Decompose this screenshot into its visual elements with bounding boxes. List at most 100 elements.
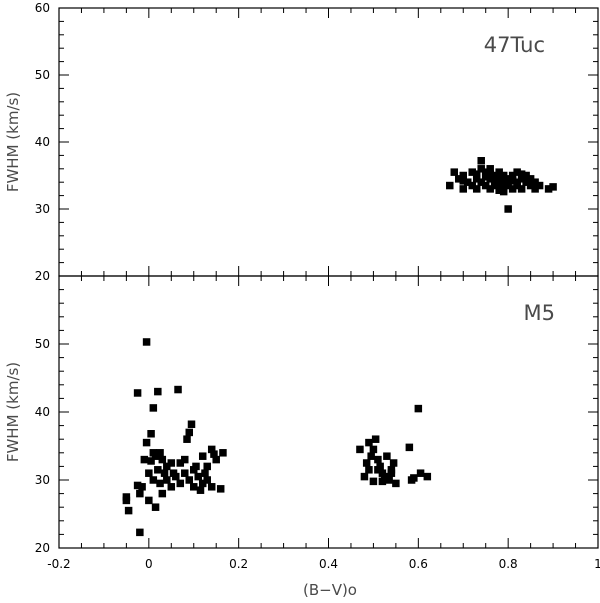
panel-m5-y-tick-label: 30 <box>35 473 50 487</box>
x-tick-label: 0.8 <box>499 557 518 571</box>
panel-47tuc-data-point <box>450 168 459 176</box>
panel-m5-data-point <box>371 435 380 443</box>
panel-m5-data-point <box>187 420 196 428</box>
panel-m5-y-tick-label: 20 <box>35 541 50 555</box>
panel-m5-data-point <box>185 476 194 484</box>
panel-m5-data-point <box>145 496 153 505</box>
x-tick-label: 0.2 <box>229 557 248 571</box>
panel-47tuc-data-point <box>522 171 530 180</box>
panel-47tuc-y-tick-label: 40 <box>35 135 50 149</box>
panel-m5-data-point <box>378 477 387 486</box>
panel-47tuc-data-point <box>499 171 508 180</box>
panel-47tuc-data-point <box>486 175 494 183</box>
panel-47tuc-data-point <box>459 185 467 193</box>
panel-47tuc-data-point <box>508 185 517 193</box>
panel-m5-data-point <box>149 476 158 484</box>
panel-m5-data-point <box>207 445 216 454</box>
x-tick-label: 0.4 <box>319 557 338 571</box>
panel-47tuc-y-tick-label: 20 <box>35 269 50 283</box>
panel-47tuc-data-point <box>517 185 526 193</box>
panel-47tuc-data-point <box>517 175 526 183</box>
panel-m5-data-point <box>423 472 432 481</box>
panel-m5-data-point <box>365 466 373 474</box>
panel-47tuc-data-point <box>481 173 490 181</box>
panel-47tuc-data-point <box>463 178 472 186</box>
panel-47tuc-data-point <box>495 175 503 183</box>
panel-m5-data-point <box>216 485 225 493</box>
panel-47tuc-data-point <box>477 178 485 186</box>
panel-m5-data-point <box>154 387 162 396</box>
x-axis-label: (B−V)o <box>303 581 357 599</box>
panel-m5-data-point <box>151 503 160 511</box>
panel-47tuc-y-tick-label: 30 <box>35 202 50 216</box>
panel-m5-data-point <box>142 438 151 447</box>
panel-m5-data-point <box>207 483 216 491</box>
x-tick-label: 1 <box>594 557 600 571</box>
panel-m5-data-point <box>149 404 158 412</box>
panel-m5-data-point <box>210 450 218 458</box>
panel-m5-data-point <box>124 506 133 515</box>
panel-m5-data-point <box>219 449 227 457</box>
panel-47tuc-data-point <box>472 185 481 193</box>
panel-47tuc-data-point <box>495 186 503 194</box>
panel-47tuc-data-point <box>486 165 494 173</box>
panel-47tuc-y-axis-label: FWHM (km/s) <box>4 92 22 192</box>
panel-47tuc-data-point <box>459 171 467 180</box>
x-tick-label: 0.6 <box>409 557 428 571</box>
panel-47tuc-data-point <box>535 181 544 190</box>
panel-m5-data-point <box>174 385 182 394</box>
panel-47tuc-data-point <box>486 170 494 178</box>
panel-m5-data-point <box>194 472 202 481</box>
panel-m5-data-point <box>122 496 131 505</box>
panel-47tuc-data-point <box>495 179 503 188</box>
panel-47tuc-data-point <box>490 171 499 180</box>
panel-47tuc-data-point <box>472 175 481 183</box>
panel-47tuc-data-point <box>495 168 503 176</box>
panel-47tuc-data-point <box>504 175 512 183</box>
panel-m5-data-point <box>374 455 382 464</box>
panel-m5-data-point <box>369 477 378 486</box>
panel-m5-y-axis-label: FWHM (km/s) <box>4 362 22 462</box>
panel-m5-ticks: 20 30 40 50 -0.2 0 0.2 0.4 0.6 0.8 1 <box>35 275 600 571</box>
panel-m5-data-point <box>172 472 180 481</box>
panel-m5-data-point <box>133 481 142 490</box>
panel-m5-points <box>122 338 432 537</box>
panel-m5-data-point <box>414 404 423 413</box>
panel-47tuc-y-tick-label: 60 <box>35 1 50 15</box>
panel-47tuc-data-point <box>486 185 494 193</box>
panel-m5-data-point <box>145 469 153 477</box>
panel-m5-data-point <box>392 479 400 488</box>
panel-47tuc-ticks: 20 30 40 50 60 <box>35 1 599 283</box>
panel-47tuc-data-point <box>531 178 539 186</box>
panel-47tuc-data-point <box>544 185 553 193</box>
panel-47tuc-data-point <box>504 181 512 190</box>
panel-m5-data-point <box>389 459 398 467</box>
panel-47tuc-data-point <box>549 183 557 191</box>
panel-m5-data-point <box>181 469 189 477</box>
panel-m5-data-point <box>163 476 171 484</box>
panel-47tuc-data-point <box>504 205 512 213</box>
panel-47tuc: 47Tuc FWHM (km/s) 20 30 40 50 60 <box>4 1 599 283</box>
panel-m5-data-point <box>385 476 393 484</box>
panel-m5-data-point <box>192 462 200 471</box>
panel-47tuc-data-point <box>477 157 485 165</box>
panel-m5-data-point <box>410 474 418 482</box>
panel-m5-data-point <box>212 455 220 464</box>
panel-47tuc-data-point <box>468 168 476 176</box>
panel-47tuc-data-point <box>522 178 530 186</box>
panel-m5: M5 FWHM (km/s) (B−V)o 20 30 40 50 -0.2 0 0.2 0.… <box>4 275 600 599</box>
panel-m5-data-point <box>136 489 144 498</box>
panel-m5-data-point <box>167 483 176 491</box>
panel-47tuc-data-point <box>477 165 485 173</box>
panel-47tuc-data-point <box>481 181 490 190</box>
panel-47tuc-data-point <box>499 178 508 186</box>
panel-47tuc-data-point <box>490 181 499 190</box>
panel-47tuc-data-point <box>508 171 517 180</box>
panel-m5-data-point <box>356 445 364 454</box>
panel-m5-data-point <box>142 338 151 346</box>
panel-m5-data-point <box>405 443 414 452</box>
panel-m5-data-point <box>374 466 382 474</box>
panel-m5-data-point <box>365 438 373 447</box>
panel-47tuc-data-point <box>472 170 481 178</box>
